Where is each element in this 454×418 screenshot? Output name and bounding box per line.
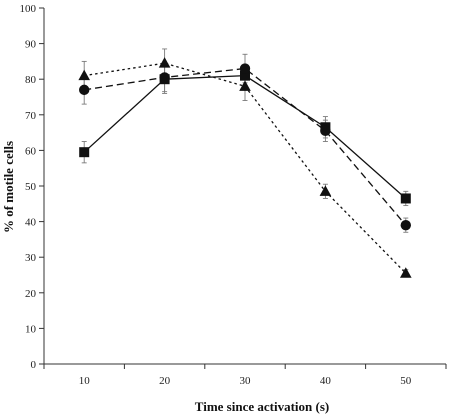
triangle-marker (400, 267, 412, 278)
x-tick-label: 50 (400, 375, 412, 387)
x-tick-label: 10 (79, 375, 91, 387)
triangle-marker (239, 80, 251, 91)
x-ticks: 10 20 30 40 50 (43, 364, 447, 387)
y-tick-label: 10 (25, 323, 37, 335)
square-marker (240, 70, 250, 81)
circle-marker (79, 84, 90, 96)
circle-marker (320, 125, 331, 137)
circle-marker (400, 219, 411, 231)
y-tick-label: 0 (31, 359, 37, 371)
y-tick-label: 30 (25, 252, 37, 264)
square-marker (400, 193, 411, 204)
x-axis-title: Time since activation (s) (195, 399, 329, 414)
circle-marker (239, 63, 251, 74)
circle-marker (159, 72, 170, 83)
y-tick-label: 100 (20, 3, 37, 15)
x-tick-label: 30 (240, 375, 252, 387)
y-tick-label: 90 (25, 39, 37, 51)
y-tick-label: 20 (25, 288, 37, 300)
triangle-marker (319, 185, 332, 196)
y-tick-label: 40 (25, 217, 37, 229)
y-axis-title: % of motile cells (1, 141, 16, 233)
series-markers (78, 57, 412, 278)
y-tick-label: 70 (25, 110, 37, 122)
y-tick-label: 50 (25, 181, 37, 193)
square-marker (79, 147, 90, 158)
y-tick-label: 80 (25, 74, 37, 86)
y-ticks: 0 10 20 30 40 50 60 70 80 90 100 (20, 3, 44, 371)
triangle-marker (78, 69, 90, 81)
y-tick-label: 60 (25, 145, 37, 157)
x-tick-label: 40 (320, 375, 332, 387)
triangle-marker (158, 57, 171, 68)
x-tick-label: 20 (159, 375, 171, 387)
